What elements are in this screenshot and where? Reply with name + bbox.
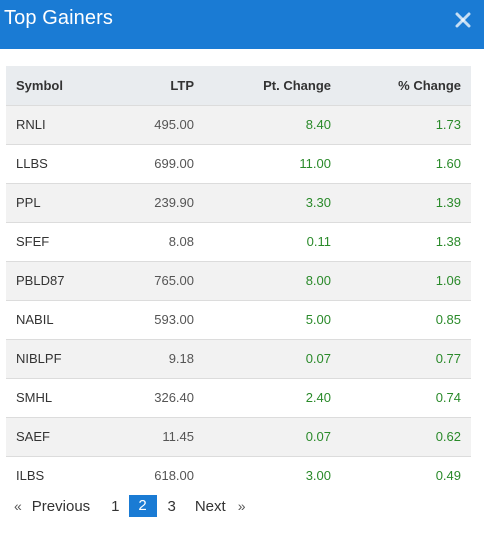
ltp-cell: 8.08 (168, 234, 194, 249)
page-3-link[interactable]: 3 (167, 497, 176, 515)
pct-change-cell: 1.60 (435, 156, 461, 171)
ltp-cell: 326.40 (154, 390, 194, 405)
symbol-cell: LLBS (16, 156, 48, 171)
table-body: RNLI 495.00 8.40 1.73 LLBS 699.00 11.00 1.60 PPL… (6, 105, 471, 495)
page-2-link-current[interactable]: 2 (128, 495, 157, 517)
pt-change-cell: 0.11 (306, 234, 331, 249)
ltp-cell: 11.45 (162, 429, 194, 444)
pct-change-cell: 0.74 (435, 390, 461, 405)
pt-change-cell: 11.00 (299, 156, 331, 171)
previous-page-link[interactable]: Previous (31, 497, 91, 515)
pt-change-cell: 2.40 (305, 390, 331, 405)
close-icon[interactable] (454, 11, 472, 29)
pt-change-cell: 5.00 (305, 312, 331, 327)
column-header-symbol: Symbol (16, 77, 63, 93)
pct-change-cell: 0.85 (435, 312, 461, 327)
table-row[interactable]: SFEF 8.08 0.11 1.38 (6, 222, 471, 261)
pagination: « Previous 1 2 3 Next » (10, 494, 245, 518)
symbol-cell: SAEF (16, 429, 50, 444)
symbol-cell: PBLD87 (16, 273, 65, 288)
ltp-cell: 9.18 (168, 351, 194, 366)
table-header-row: Symbol LTP Pt. Change % Change (6, 66, 471, 105)
modal-title: Top Gainers (4, 7, 113, 29)
ltp-cell: 239.90 (154, 195, 194, 210)
pt-change-cell: 8.40 (305, 117, 331, 132)
table-row[interactable]: SAEF 11.45 0.07 0.62 (6, 417, 471, 456)
gainers-table-container: Symbol LTP Pt. Change % Change RNLI 495.0… (6, 66, 471, 495)
table-row[interactable]: PPL 239.90 3.30 1.39 (6, 183, 471, 222)
modal-header: Top Gainers (0, 0, 484, 49)
column-header-ltp: LTP (170, 77, 194, 93)
pct-change-cell: 1.39 (435, 195, 461, 210)
pt-change-cell: 0.07 (305, 351, 331, 366)
table-row[interactable]: NABIL 593.00 5.00 0.85 (6, 300, 471, 339)
symbol-cell: NIBLPF (16, 351, 62, 366)
table-row[interactable]: NIBLPF 9.18 0.07 0.77 (6, 339, 471, 378)
pct-change-cell: 1.06 (435, 273, 461, 288)
pt-change-cell: 8.00 (305, 273, 331, 288)
table-row[interactable]: RNLI 495.00 8.40 1.73 (6, 105, 471, 144)
page-1-link[interactable]: 1 (111, 497, 120, 515)
symbol-cell: RNLI (16, 117, 46, 132)
column-header-pct-change: % Change (398, 77, 461, 93)
table-row[interactable]: SMHL 326.40 2.40 0.74 (6, 378, 471, 417)
column-header-pt-change: Pt. Change (263, 77, 331, 93)
previous-arrow-icon[interactable]: « (14, 498, 22, 514)
ltp-cell: 699.00 (154, 156, 194, 171)
pt-change-cell: 3.30 (305, 195, 331, 210)
pct-change-cell: 0.49 (435, 468, 461, 484)
symbol-cell: ILBS (16, 468, 45, 484)
pct-change-cell: 0.62 (435, 429, 461, 444)
ltp-cell: 593.00 (154, 312, 194, 327)
next-page-link[interactable]: Next (194, 497, 226, 515)
symbol-cell: PPL (16, 195, 41, 210)
table-row[interactable]: PBLD87 765.00 8.00 1.06 (6, 261, 471, 300)
ltp-cell: 618.00 (154, 468, 194, 484)
pct-change-cell: 0.77 (435, 351, 461, 366)
table-row[interactable]: LLBS 699.00 11.00 1.60 (6, 144, 471, 183)
pct-change-cell: 1.38 (435, 234, 461, 249)
symbol-cell: SFEF (16, 234, 50, 249)
next-arrow-icon[interactable]: » (237, 498, 246, 514)
table-row[interactable]: ILBS 618.00 3.00 0.49 (6, 456, 471, 495)
symbol-cell: NABIL (16, 312, 54, 327)
pct-change-cell: 1.73 (435, 117, 461, 132)
symbol-cell: SMHL (16, 390, 53, 405)
pt-change-cell: 3.00 (305, 468, 331, 484)
ltp-cell: 495.00 (154, 117, 194, 132)
gainers-table: Symbol LTP Pt. Change % Change RNLI 495.0… (6, 66, 471, 495)
pt-change-cell: 0.07 (305, 429, 331, 444)
ltp-cell: 765.00 (154, 273, 194, 288)
